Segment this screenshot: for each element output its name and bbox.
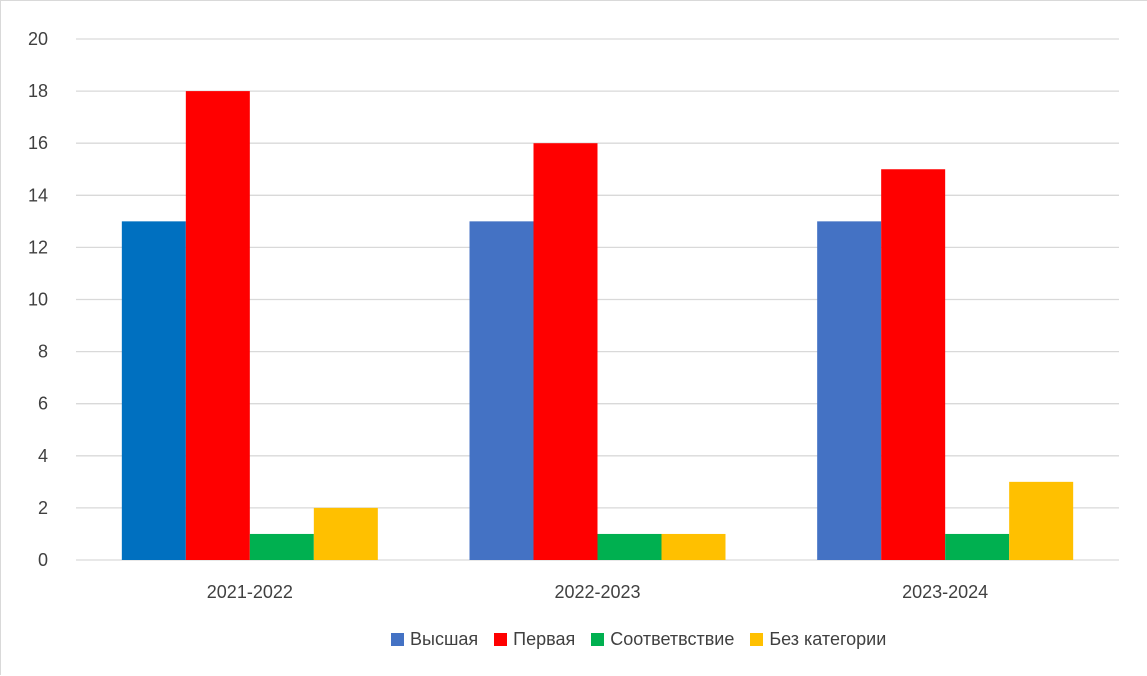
bar-2021-2022-series-3 bbox=[313, 507, 378, 560]
bar-2023-2024-series-0 bbox=[817, 221, 882, 560]
y-tick-label: 16 bbox=[28, 133, 48, 153]
y-axis-ticks: 0 2 4 6 8 10 12 14 16 18 20 bbox=[28, 29, 48, 570]
legend-label: Без категории bbox=[769, 629, 887, 649]
y-tick-label: 18 bbox=[28, 81, 48, 101]
y-tick-label: 14 bbox=[28, 185, 48, 205]
bar-2023-2024-series-1 bbox=[881, 169, 946, 560]
y-tick-label: 12 bbox=[28, 237, 48, 257]
y-tick-label: 20 bbox=[28, 29, 48, 49]
bar-2022-2023-series-2 bbox=[597, 533, 662, 560]
y-tick-label: 0 bbox=[38, 550, 48, 570]
legend-item-1: Первая bbox=[494, 629, 575, 650]
bar-2023-2024-series-2 bbox=[945, 533, 1010, 560]
legend-label: Высшая bbox=[410, 629, 479, 649]
chart-legend: Высшая Первая Соответвствие Без категори… bbox=[391, 629, 886, 650]
y-tick-label: 10 bbox=[28, 290, 48, 310]
y-tick-label: 8 bbox=[38, 342, 48, 362]
legend-label: Соответвствие bbox=[610, 629, 735, 649]
legend-item-3: Без категории bbox=[750, 629, 886, 650]
legend-swatch bbox=[591, 633, 605, 646]
bar-2022-2023-series-3 bbox=[661, 533, 726, 560]
legend-item-0: Высшая bbox=[391, 629, 478, 650]
bar-2022-2023-series-0 bbox=[469, 221, 534, 560]
x-tick-label: 2021-2022 bbox=[207, 582, 293, 602]
legend-swatch bbox=[391, 633, 404, 646]
bar-2021-2022-series-0 bbox=[121, 221, 186, 560]
bar-2021-2022-series-2 bbox=[249, 533, 314, 560]
y-tick-label: 2 bbox=[38, 498, 48, 518]
x-tick-label: 2023-2024 bbox=[902, 582, 988, 602]
bar-2021-2022-series-1 bbox=[185, 91, 250, 560]
y-tick-label: 6 bbox=[38, 394, 48, 414]
y-tick-label: 4 bbox=[38, 446, 48, 466]
bar-2023-2024-series-3 bbox=[1009, 481, 1074, 560]
x-axis-ticks: 2021-2022 2022-2023 2023-2024 bbox=[207, 582, 988, 602]
legend-item-2: Соответвствие bbox=[591, 629, 734, 650]
x-tick-label: 2022-2023 bbox=[554, 582, 640, 602]
legend-label: Первая bbox=[513, 629, 576, 649]
legend-swatch bbox=[750, 633, 764, 646]
bars bbox=[121, 91, 1074, 560]
legend-swatch bbox=[494, 633, 508, 646]
bar-2022-2023-series-1 bbox=[533, 143, 598, 560]
